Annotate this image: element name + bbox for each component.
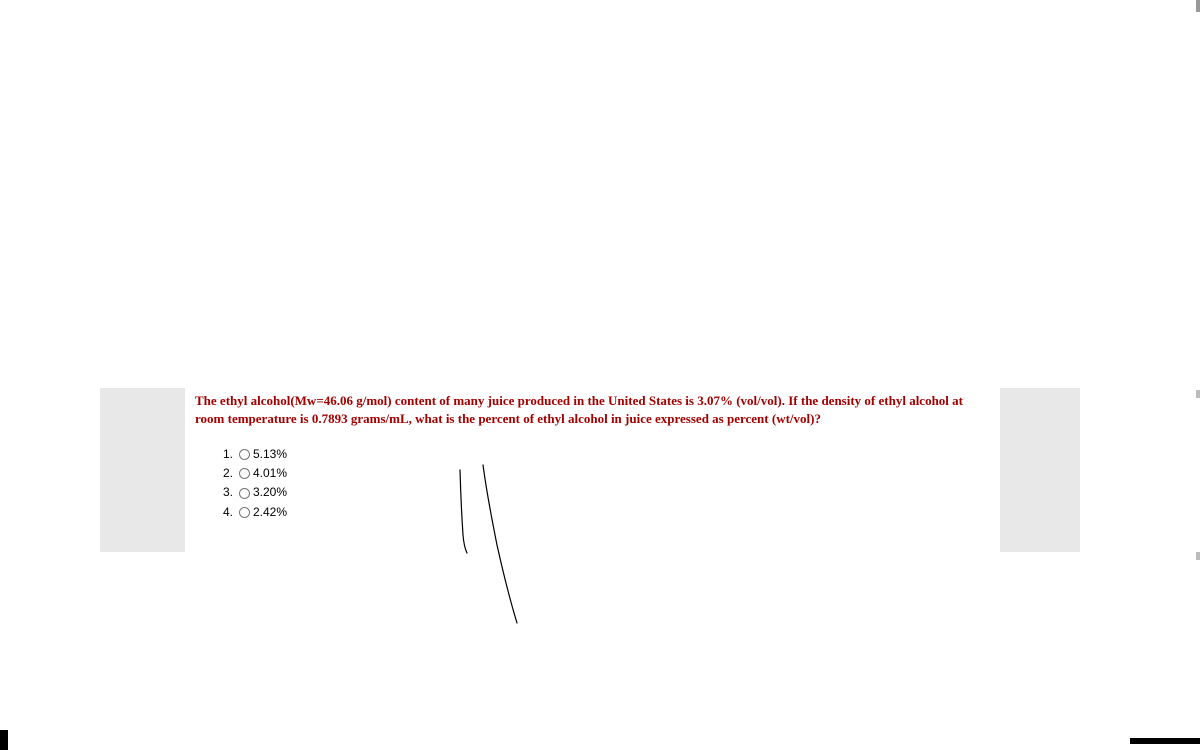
left-gray-column (100, 388, 185, 552)
option-item: 4. 2.42% (217, 503, 990, 522)
scroll-mark (1196, 390, 1200, 398)
option-number: 3. (217, 483, 233, 502)
option-label: 2.42% (253, 503, 287, 522)
page-container: The ethyl alcohol(Mw=46.06 g/mol) conten… (0, 0, 1200, 750)
question-block: The ethyl alcohol(Mw=46.06 g/mol) conten… (100, 388, 1080, 552)
option-item: 1. 5.13% (217, 445, 990, 464)
option-radio[interactable] (239, 488, 250, 499)
option-number: 4. (217, 503, 233, 522)
scroll-mark (1196, 0, 1200, 12)
option-number: 1. (217, 445, 233, 464)
right-gutter (1192, 0, 1200, 750)
option-radio[interactable] (239, 468, 250, 479)
option-number: 2. (217, 464, 233, 483)
option-radio[interactable] (239, 507, 250, 518)
scroll-mark (1196, 552, 1200, 560)
question-content: The ethyl alcohol(Mw=46.06 g/mol) conten… (185, 388, 1000, 552)
option-label: 3.20% (253, 483, 287, 502)
option-radio[interactable] (239, 449, 250, 460)
left-gutter (0, 0, 8, 750)
options-list: 1. 5.13% 2. 4.01% 3. 3.20% 4. 2. (217, 445, 990, 522)
question-text: The ethyl alcohol(Mw=46.06 g/mol) conten… (195, 392, 990, 427)
option-label: 5.13% (253, 445, 287, 464)
right-gray-column (1000, 388, 1080, 552)
option-label: 4.01% (253, 464, 287, 483)
option-item: 2. 4.01% (217, 464, 990, 483)
option-item: 3. 3.20% (217, 483, 990, 502)
